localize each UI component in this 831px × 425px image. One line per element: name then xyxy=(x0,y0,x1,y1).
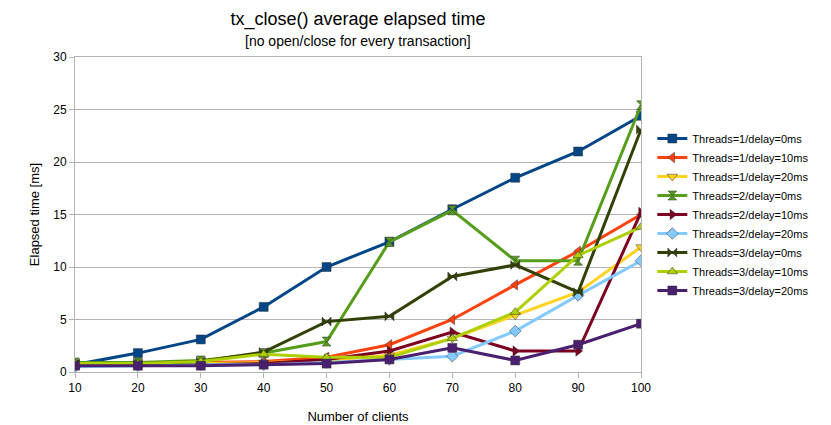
svg-text:30: 30 xyxy=(194,381,208,395)
svg-text:20: 20 xyxy=(131,381,145,395)
svg-text:Number of clients: Number of clients xyxy=(307,409,409,424)
svg-text:40: 40 xyxy=(257,381,271,395)
svg-text:50: 50 xyxy=(320,381,334,395)
svg-text:Threads=2/delay=10ms: Threads=2/delay=10ms xyxy=(692,209,808,221)
svg-text:30: 30 xyxy=(53,50,67,64)
svg-text:Elapsed time [ms]: Elapsed time [ms] xyxy=(27,163,42,266)
svg-text:Threads=1/delay=10ms: Threads=1/delay=10ms xyxy=(692,152,808,164)
svg-text:Threads=2/delay=20ms: Threads=2/delay=20ms xyxy=(692,228,808,240)
svg-text:80: 80 xyxy=(509,381,523,395)
svg-text:Threads=1/delay=20ms: Threads=1/delay=20ms xyxy=(692,171,808,183)
svg-text:0: 0 xyxy=(60,365,67,379)
svg-text:Threads=1/delay=0ms: Threads=1/delay=0ms xyxy=(692,133,802,145)
svg-text:Threads=3/delay=0ms: Threads=3/delay=0ms xyxy=(692,247,802,259)
svg-text:[no open/close for every trans: [no open/close for every transaction] xyxy=(245,33,471,49)
svg-text:tx_close() average elapsed tim: tx_close() average elapsed time xyxy=(230,9,485,30)
svg-text:10: 10 xyxy=(68,381,82,395)
svg-text:Threads=3/delay=10ms: Threads=3/delay=10ms xyxy=(692,266,808,278)
svg-text:25: 25 xyxy=(53,103,67,117)
svg-text:60: 60 xyxy=(383,381,397,395)
svg-text:20: 20 xyxy=(53,155,67,169)
svg-text:100: 100 xyxy=(631,381,651,395)
svg-text:Threads=2/delay=0ms: Threads=2/delay=0ms xyxy=(692,190,802,202)
svg-text:5: 5 xyxy=(60,313,67,327)
svg-text:15: 15 xyxy=(53,208,67,222)
svg-text:10: 10 xyxy=(53,260,67,274)
svg-text:Threads=3/delay=20ms: Threads=3/delay=20ms xyxy=(692,285,808,297)
svg-text:70: 70 xyxy=(446,381,460,395)
svg-text:90: 90 xyxy=(571,381,585,395)
